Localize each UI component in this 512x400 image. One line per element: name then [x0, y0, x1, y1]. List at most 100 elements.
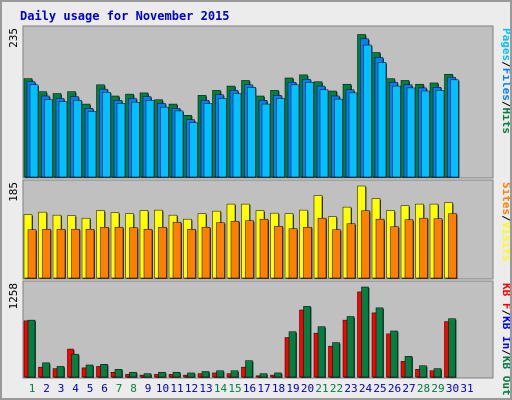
bar-sites-day-5 — [85, 228, 95, 279]
x-tick-label: 26 — [388, 382, 401, 395]
x-tick-label: 1 — [29, 382, 36, 395]
bar-sites-day-20 — [303, 226, 312, 279]
bar-sites-day-27 — [404, 219, 414, 279]
axis-legend-part: / — [500, 101, 510, 108]
bar-pages-day-25 — [377, 62, 387, 178]
bar-kb-out-day-12 — [187, 372, 195, 378]
bar-pages-day-20 — [305, 82, 314, 178]
chart-title: Daily usage for November 2015 — [20, 9, 230, 23]
bar-pages-day-27 — [406, 87, 416, 178]
x-tick-label: 30 — [446, 382, 459, 395]
bar-kb-out-day-14 — [216, 370, 224, 378]
bar-sites-day-21 — [317, 217, 327, 279]
bar-kb-out-day-7 — [114, 369, 123, 378]
x-tick-label: 5 — [87, 382, 94, 395]
bar-pages-day-19 — [290, 84, 300, 178]
bar-kb-out-day-20 — [303, 306, 311, 378]
axis-legend-part: Sites — [500, 182, 510, 215]
bar-pages-day-22 — [334, 98, 343, 178]
bar-pages-day-1 — [29, 84, 39, 178]
x-tick-label: 10 — [156, 382, 169, 395]
bar-kb-out-day-27 — [404, 356, 413, 378]
bar-pages-day-16 — [247, 87, 256, 178]
bar-kb-out-day-6 — [100, 364, 108, 378]
axis-legend-part: KB Out — [500, 356, 510, 396]
bar-kb-out-day-5 — [85, 364, 94, 378]
bar-pages-day-29 — [435, 90, 445, 178]
x-tick-label: 14 — [214, 382, 228, 395]
x-tick-label: 20 — [301, 382, 314, 395]
panel-background — [22, 280, 494, 379]
bar-pages-day-17 — [261, 103, 271, 178]
bar-kb-out-day-4 — [71, 353, 79, 378]
bar-sites-day-30 — [448, 213, 457, 279]
bar-pages-day-21 — [319, 89, 329, 178]
bar-kb-out-day-19 — [288, 331, 297, 378]
bar-kb-out-day-21 — [317, 326, 326, 378]
bar-pages-day-23 — [348, 92, 358, 178]
axis-legend: Pages/Files/Hits — [500, 28, 510, 134]
bar-pages-day-15 — [232, 93, 242, 178]
bar-pages-day-12 — [189, 122, 198, 178]
bar-kb-out-day-30 — [448, 318, 456, 378]
x-tick-label: 23 — [344, 382, 357, 395]
axis-legend: KB F/KB In/KB Out — [500, 283, 510, 396]
bar-sites-day-10 — [158, 226, 167, 279]
y-max-label: 235 — [7, 28, 20, 48]
x-tick-label: 18 — [272, 382, 285, 395]
bar-kb-out-day-24 — [361, 286, 369, 378]
bar-sites-day-11 — [172, 221, 182, 279]
x-tick-label: 4 — [72, 382, 79, 395]
bar-kb-out-day-17 — [259, 373, 268, 378]
bar-kb-out-day-16 — [245, 360, 253, 378]
axis-legend-part: / — [500, 215, 510, 222]
x-tick-label: 22 — [330, 382, 343, 395]
bar-sites-day-29 — [433, 218, 443, 279]
x-tick-label: 2 — [43, 382, 50, 395]
bar-pages-day-5 — [87, 111, 97, 178]
bar-pages-day-18 — [276, 98, 285, 178]
x-tick-label: 15 — [228, 382, 241, 395]
bar-sites-day-19 — [288, 228, 298, 279]
bar-kb-out-day-13 — [201, 371, 210, 378]
bar-sites-day-17 — [259, 218, 269, 279]
bar-pages-day-9 — [145, 100, 155, 178]
bar-sites-day-24 — [361, 210, 370, 279]
bar-kb-out-day-8 — [129, 371, 137, 378]
axis-legend-part: / — [500, 310, 510, 317]
bar-sites-day-23 — [346, 223, 356, 279]
bar-pages-day-7 — [116, 103, 126, 178]
x-tick-label: 29 — [431, 382, 444, 395]
x-tick-label: 7 — [116, 382, 123, 395]
x-tick-label: 21 — [315, 382, 328, 395]
x-tick-label: 8 — [130, 382, 137, 395]
axis-legend-part: Hits — [500, 108, 510, 135]
x-tick-label: 28 — [417, 382, 430, 395]
axis-legend-part: Visits — [500, 222, 510, 262]
axis-legend-part: / — [500, 61, 510, 68]
bar-kb-out-day-25 — [375, 307, 384, 378]
bar-sites-day-3 — [56, 228, 66, 279]
bar-sites-day-16 — [245, 220, 254, 279]
bar-sites-day-4 — [71, 228, 80, 279]
bar-kb-out-day-15 — [230, 370, 239, 378]
bar-kb-out-day-11 — [172, 371, 181, 378]
bar-sites-day-12 — [187, 228, 196, 279]
bar-sites-day-15 — [230, 220, 240, 279]
bar-kb-out-day-18 — [274, 372, 282, 378]
bar-pages-day-3 — [58, 101, 68, 178]
bar-pages-day-4 — [73, 100, 82, 178]
bar-kb-out-day-29 — [433, 368, 442, 378]
bar-pages-day-28 — [421, 90, 430, 178]
x-tick-label: 25 — [373, 382, 386, 395]
bar-sites-day-25 — [375, 218, 385, 279]
axis-legend-part: KB In — [500, 316, 510, 349]
bar-kb-out-day-26 — [390, 330, 398, 378]
bar-shadow — [257, 376, 263, 378]
bar-sites-day-2 — [42, 228, 51, 279]
bar-pages-day-30 — [450, 79, 459, 178]
x-tick-label: 3 — [58, 382, 65, 395]
y-max-label: 1258 — [7, 283, 20, 310]
bar-sites-day-6 — [100, 226, 109, 279]
